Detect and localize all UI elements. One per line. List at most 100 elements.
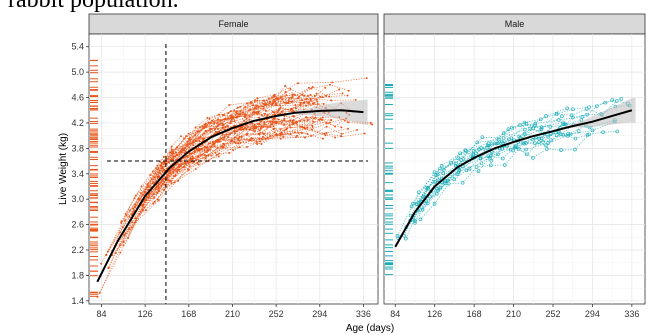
data-point <box>250 101 253 104</box>
data-point <box>309 93 312 96</box>
data-point <box>528 126 533 131</box>
data-point <box>416 190 421 195</box>
data-point <box>187 161 190 164</box>
data-point <box>291 95 294 98</box>
data-point <box>174 174 177 177</box>
data-point <box>162 168 165 171</box>
data-point <box>285 102 288 105</box>
data-point <box>240 126 243 129</box>
rug-marks <box>385 83 393 276</box>
data-point <box>311 126 314 129</box>
data-point <box>137 198 140 201</box>
data-point <box>260 120 263 123</box>
data-point <box>522 141 526 146</box>
data-point <box>131 212 134 215</box>
data-point <box>162 155 165 158</box>
trajectory-line <box>412 122 563 204</box>
data-point <box>263 123 266 126</box>
rug-marks <box>90 59 98 297</box>
data-point <box>240 135 243 138</box>
x-tick-label: 336 <box>356 309 371 319</box>
data-point <box>475 140 480 145</box>
data-point <box>321 116 324 119</box>
data-point <box>253 123 256 126</box>
x-axis-ticks: 84 126 168 210 252 294 336 <box>390 304 639 319</box>
data-point <box>180 135 183 138</box>
data-point <box>305 116 308 119</box>
data-point <box>203 154 206 157</box>
data-point <box>531 156 535 160</box>
data-point <box>170 148 173 151</box>
data-point <box>188 165 191 168</box>
data-point <box>140 185 143 188</box>
trajectory-line <box>154 96 321 184</box>
data-point <box>232 149 235 152</box>
data-point <box>311 86 314 89</box>
data-point <box>273 131 276 134</box>
data-point <box>325 94 328 97</box>
data-point <box>433 179 437 184</box>
data-point <box>306 132 309 135</box>
data-point <box>120 221 123 224</box>
data-point <box>198 130 201 133</box>
data-point <box>273 95 276 98</box>
data-point <box>292 119 295 122</box>
y-tick-label: 5.0 <box>71 67 84 77</box>
data-point <box>585 133 590 137</box>
data-point <box>154 188 157 191</box>
data-point <box>170 182 173 185</box>
data-point <box>217 113 220 116</box>
data-point <box>243 113 246 116</box>
data-point <box>307 101 310 104</box>
data-point <box>432 201 437 206</box>
data-point <box>284 90 287 93</box>
data-point <box>549 138 553 142</box>
data-point <box>453 163 458 168</box>
data-point <box>330 99 333 102</box>
trajectory-line <box>134 102 315 208</box>
data-point <box>277 118 280 121</box>
data-point <box>296 134 299 137</box>
y-tick-label: 2.6 <box>71 220 84 230</box>
data-point <box>134 206 137 209</box>
data-point <box>509 136 514 141</box>
data-point <box>573 147 577 152</box>
data-point <box>106 250 109 253</box>
data-point <box>133 197 136 200</box>
y-axis-title: Live Weight (kg) <box>58 133 69 205</box>
data-point <box>238 146 241 149</box>
data-point <box>96 295 99 298</box>
data-point <box>208 117 211 120</box>
data-point <box>560 114 564 119</box>
data-point <box>324 86 327 89</box>
data-point <box>325 125 328 128</box>
data-point <box>203 149 206 152</box>
data-point <box>510 125 514 130</box>
data-point <box>446 181 451 186</box>
y-tick-label: 1.4 <box>71 296 84 306</box>
x-tick-label: 168 <box>181 309 196 319</box>
data-point <box>555 133 559 138</box>
data-point <box>300 99 303 102</box>
data-point <box>585 112 589 117</box>
data-point <box>531 137 535 142</box>
data-point <box>178 163 181 166</box>
data-point <box>441 171 446 176</box>
data-point <box>143 206 146 209</box>
data-point <box>289 87 292 90</box>
data-point <box>283 129 286 132</box>
data-point <box>557 118 561 122</box>
data-point <box>271 120 274 123</box>
data-point <box>503 163 507 167</box>
data-point <box>346 94 349 97</box>
data-point <box>278 132 281 135</box>
data-point <box>283 117 286 120</box>
y-tick-label: 3.0 <box>71 194 84 204</box>
data-point <box>343 119 346 122</box>
data-point <box>201 137 204 140</box>
data-point <box>281 110 284 113</box>
data-point <box>289 126 292 129</box>
data-point <box>310 134 313 137</box>
data-point <box>177 179 180 182</box>
data-point <box>279 137 282 140</box>
